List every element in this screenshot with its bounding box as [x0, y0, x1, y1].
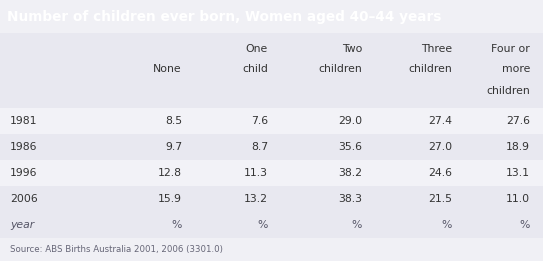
Text: Two: Two [342, 44, 362, 55]
Text: year: year [10, 220, 34, 230]
Bar [0, 212, 543, 238]
Text: 21.5: 21.5 [428, 194, 452, 204]
Text: %: % [172, 220, 182, 230]
Text: 13.2: 13.2 [244, 194, 268, 204]
Text: 7.6: 7.6 [251, 116, 268, 126]
Text: 27.0: 27.0 [428, 142, 452, 152]
Bar [0, 160, 543, 186]
Text: 27.6: 27.6 [506, 116, 530, 126]
Text: One: One [246, 44, 268, 55]
Text: 1996: 1996 [10, 168, 37, 178]
Text: 9.7: 9.7 [165, 142, 182, 152]
Bar [0, 134, 543, 160]
Bar [0, 238, 543, 261]
Text: 12.8: 12.8 [158, 168, 182, 178]
Text: %: % [257, 220, 268, 230]
Bar [0, 108, 543, 134]
Text: 8.5: 8.5 [165, 116, 182, 126]
Text: Number of children ever born, Women aged 40–44 years: Number of children ever born, Women aged… [7, 10, 441, 24]
Text: 29.0: 29.0 [338, 116, 362, 126]
Text: 38.2: 38.2 [338, 168, 362, 178]
Text: Three: Three [421, 44, 452, 55]
Text: 8.7: 8.7 [251, 142, 268, 152]
Text: child: child [242, 64, 268, 74]
Text: more: more [502, 64, 530, 74]
Text: 11.0: 11.0 [506, 194, 530, 204]
Text: 24.6: 24.6 [428, 168, 452, 178]
Text: %: % [520, 220, 530, 230]
Text: 27.4: 27.4 [428, 116, 452, 126]
Text: 11.3: 11.3 [244, 168, 268, 178]
Text: Source: ABS Births Australia 2001, 2006 (3301.0): Source: ABS Births Australia 2001, 2006 … [10, 245, 223, 254]
Text: 15.9: 15.9 [158, 194, 182, 204]
Text: 18.9: 18.9 [506, 142, 530, 152]
Bar [0, 186, 543, 212]
Text: %: % [352, 220, 362, 230]
Text: 2006: 2006 [10, 194, 38, 204]
Text: children: children [408, 64, 452, 74]
Text: children: children [486, 86, 530, 97]
Text: None: None [153, 64, 182, 74]
Text: %: % [441, 220, 452, 230]
Text: children: children [318, 64, 362, 74]
Text: 13.1: 13.1 [506, 168, 530, 178]
Text: 35.6: 35.6 [338, 142, 362, 152]
Text: 38.3: 38.3 [338, 194, 362, 204]
Bar [0, 33, 543, 108]
Text: 1981: 1981 [10, 116, 37, 126]
Text: 1986: 1986 [10, 142, 37, 152]
Text: Four or: Four or [491, 44, 530, 55]
